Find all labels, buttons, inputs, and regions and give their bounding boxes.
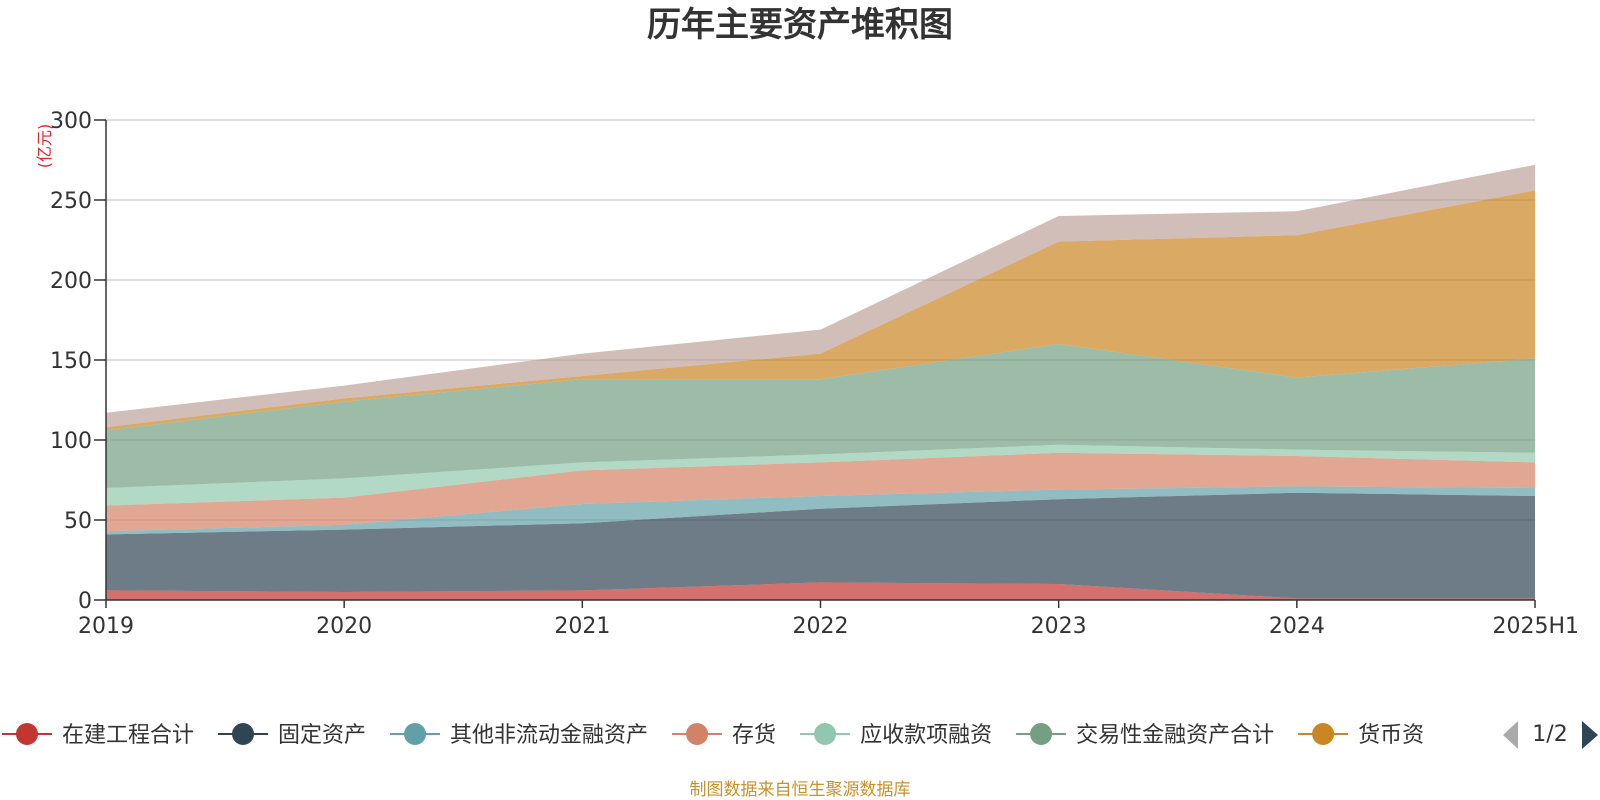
area-series-2: [106, 492, 1535, 599]
legend-marker: [814, 723, 837, 745]
legend-next-page-icon[interactable]: [1582, 721, 1598, 749]
legend-item[interactable]: 存货: [672, 723, 776, 748]
x-tick-label: 2025H1: [1492, 614, 1579, 639]
y-tick-label: 100: [50, 429, 92, 454]
y-tick-label: 250: [50, 189, 92, 214]
legend-label: 存货: [732, 723, 776, 748]
x-tick-label: 2021: [554, 614, 610, 639]
legend-label: 其他非流动金融资产: [450, 723, 648, 748]
legend-item[interactable]: 应收款项融资: [800, 723, 992, 748]
area-series-6: [106, 344, 1535, 488]
y-axis-unit-label: (亿元): [35, 124, 54, 169]
area-series-5: [106, 444, 1535, 506]
legend-prev-page-icon[interactable]: [1503, 721, 1518, 749]
legend-item[interactable]: 货币资: [1298, 723, 1424, 748]
legend-item[interactable]: 其他非流动金融资产: [390, 723, 648, 748]
x-tick-label: 2024: [1269, 614, 1325, 639]
y-tick-label: 150: [50, 349, 92, 374]
legend-marker: [16, 723, 38, 745]
x-tick-label: 2023: [1031, 614, 1087, 639]
area-series-1: [106, 582, 1535, 600]
y-tick-label: 50: [64, 509, 92, 534]
area-series-8: [106, 164, 1535, 428]
x-tick-label: 2020: [316, 614, 372, 639]
axes: 0 50 100 150 200 250 300 2019 2020 2021 2022 2023 20…: [50, 109, 1579, 639]
legend: 在建工程合计 固定资产 其他非流动金融资产 存货 应收款项融资 交易性金融资产合计 货币资 1…: [2, 721, 1598, 749]
legend-marker: [686, 723, 709, 745]
chart-title: 历年主要资产堆积图: [647, 5, 953, 45]
legend-item[interactable]: 在建工程合计: [2, 723, 194, 748]
legend-label: 货币资: [1358, 723, 1424, 748]
legend-label: 应收款项融资: [860, 723, 992, 748]
y-tick-label: 300: [50, 109, 92, 134]
legend-marker: [404, 723, 427, 745]
legend-item[interactable]: 交易性金融资产合计: [1016, 723, 1274, 748]
legend-label: 在建工程合计: [62, 723, 194, 748]
y-tick-label: 0: [78, 589, 92, 614]
x-tick-label: 2019: [78, 614, 134, 639]
legend-page-indicator: 1/2: [1532, 722, 1567, 747]
x-tick-label: 2022: [793, 614, 849, 639]
legend-marker: [1030, 723, 1053, 745]
area-series-3: [106, 486, 1535, 535]
area-series-4: [106, 452, 1535, 532]
source-note: 制图数据来自恒生聚源数据库: [690, 780, 911, 800]
legend-label: 交易性金融资产合计: [1076, 723, 1274, 748]
area-series-7: [106, 190, 1535, 431]
legend-item[interactable]: 固定资产: [218, 723, 366, 748]
area-series: [106, 164, 1535, 600]
legend-marker: [1312, 723, 1335, 745]
legend-marker: [232, 723, 255, 745]
y-tick-label: 200: [50, 269, 92, 294]
legend-label: 固定资产: [278, 723, 366, 748]
